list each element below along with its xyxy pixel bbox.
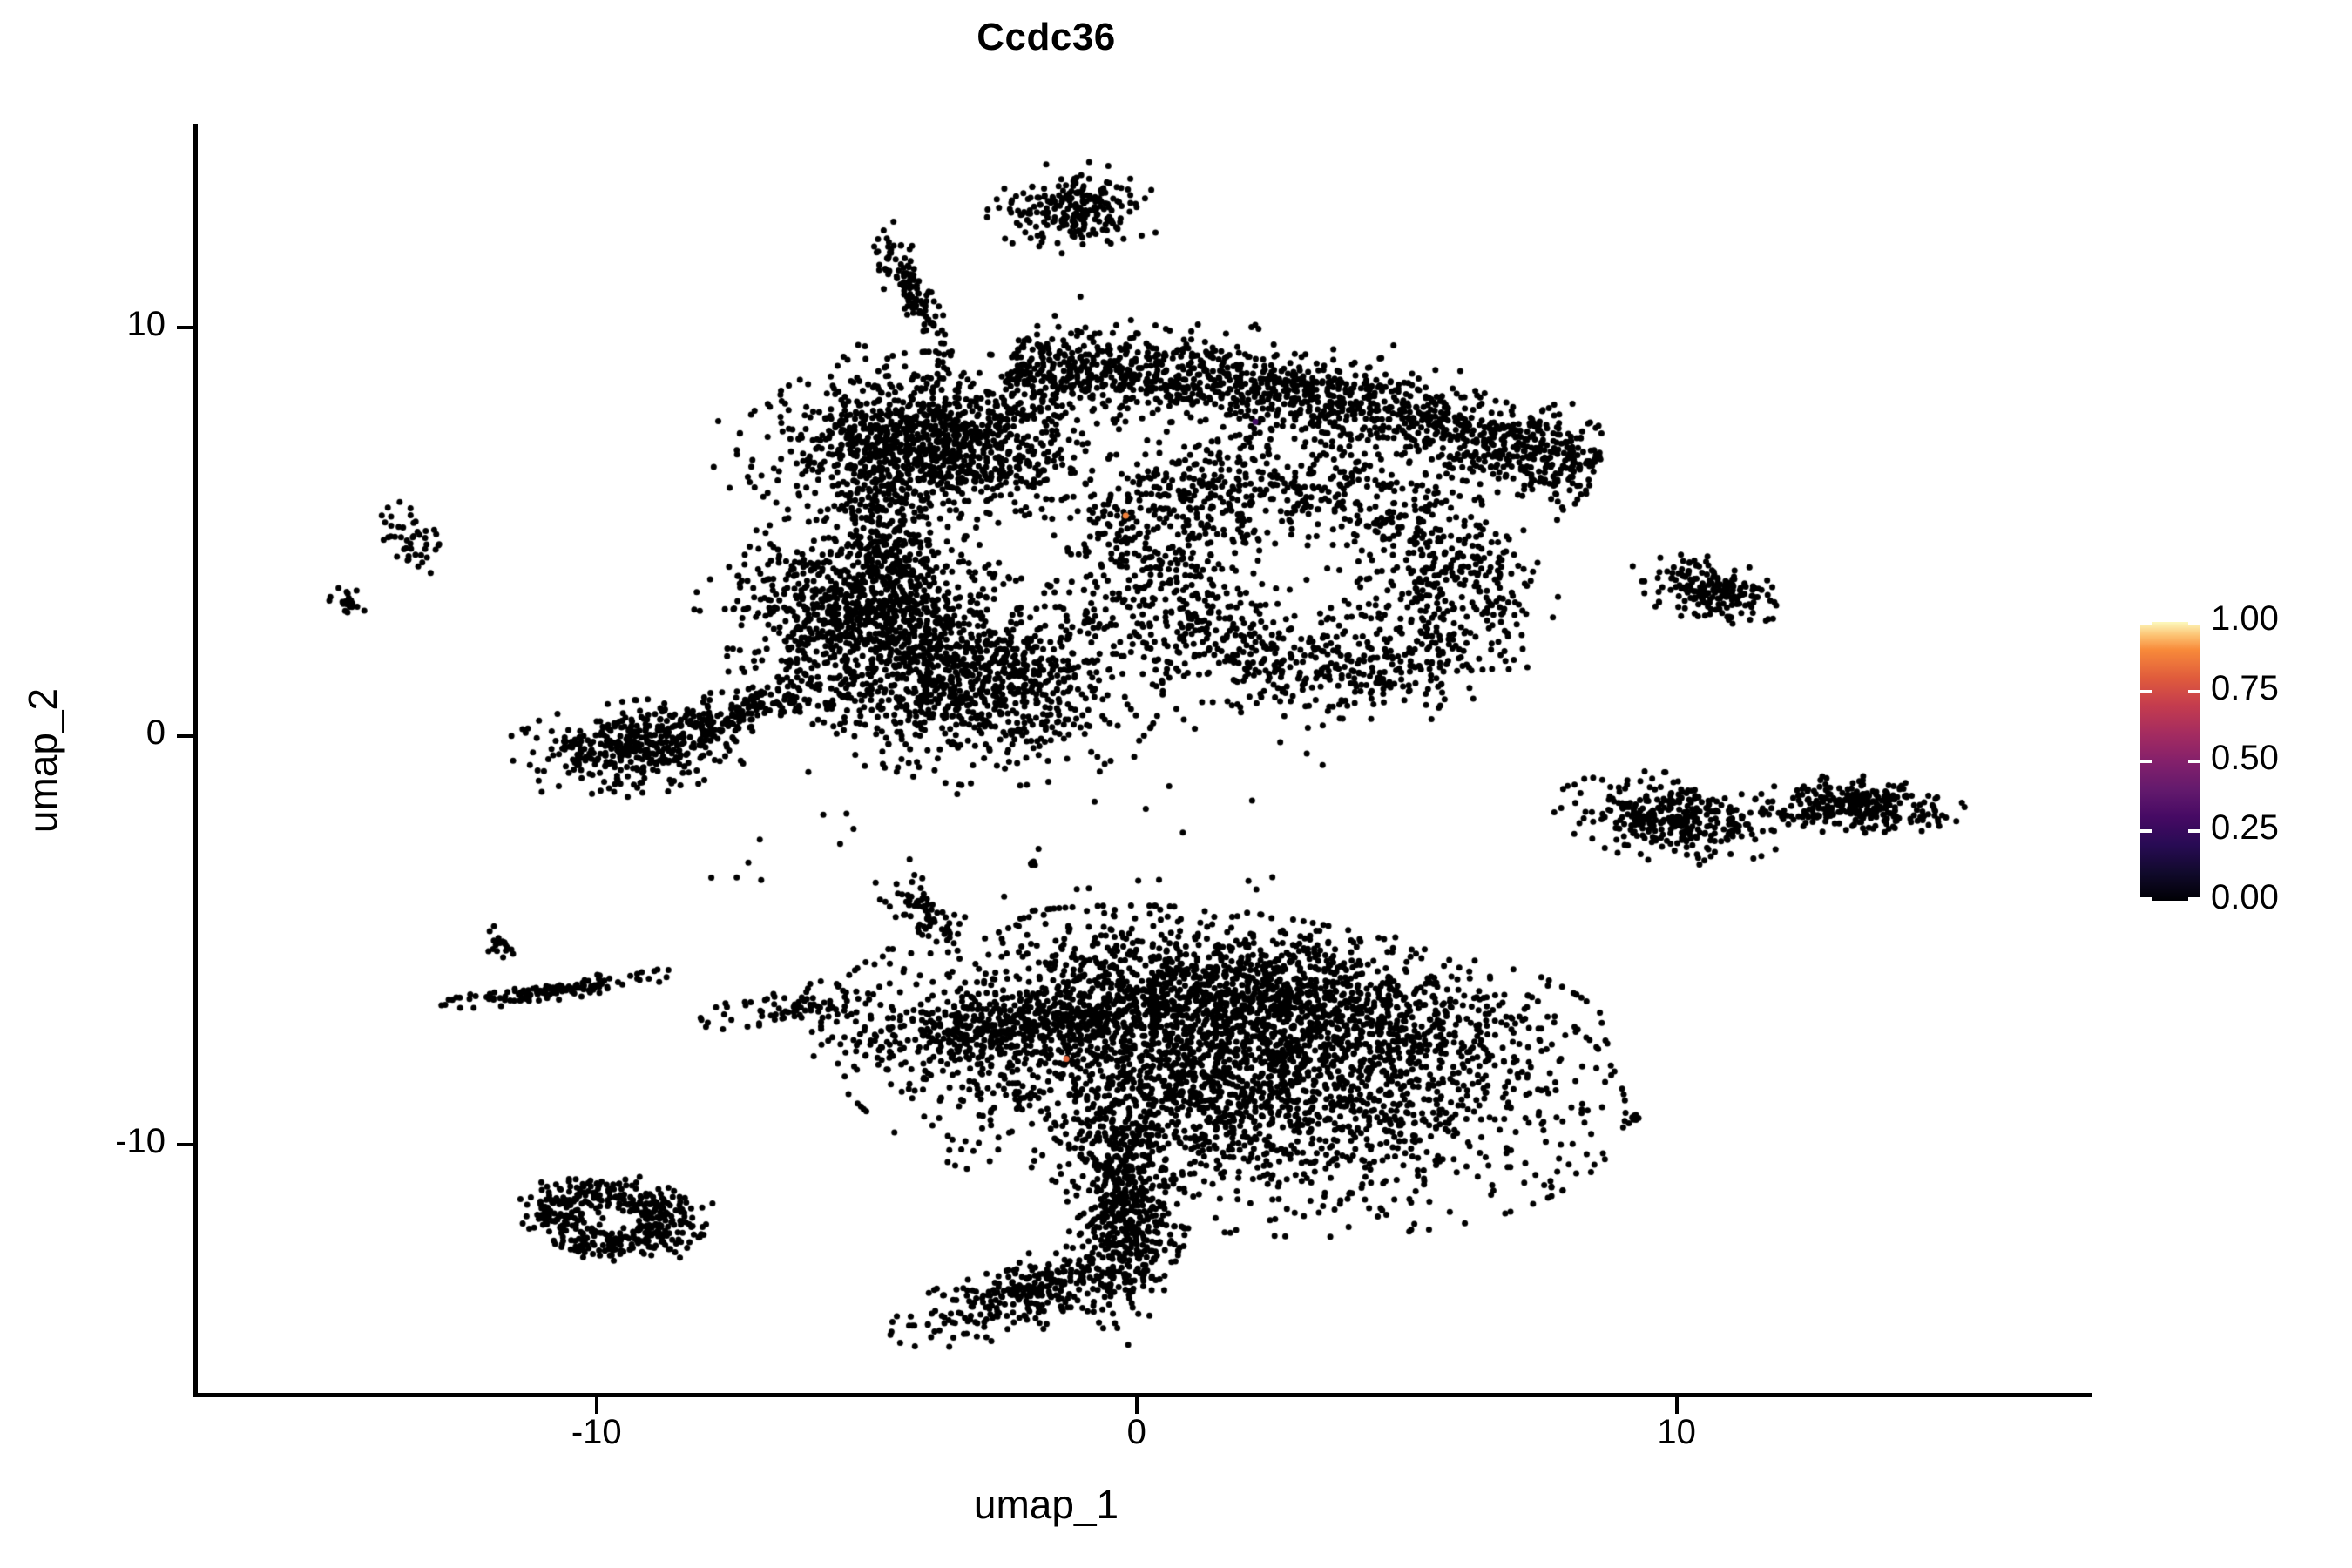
x-tick-label: -10 bbox=[571, 1413, 622, 1451]
colorbar-tick-label: 0.50 bbox=[2211, 739, 2279, 777]
colorbar-tick-mark bbox=[2188, 897, 2200, 901]
colorbar-tick-label: 1.00 bbox=[2211, 599, 2279, 638]
y-axis-title: umap_2 bbox=[20, 687, 65, 834]
colorbar-tick-mark bbox=[2140, 897, 2152, 901]
x-tick-mark bbox=[594, 1397, 598, 1414]
colorbar-tick-mark bbox=[2140, 622, 2152, 625]
x-tick-label: 10 bbox=[1657, 1413, 1696, 1451]
colorbar-tick-mark bbox=[2140, 829, 2152, 833]
y-tick-label: -10 bbox=[115, 1122, 166, 1161]
plot-panel bbox=[197, 124, 2092, 1394]
colorbar-tick-mark bbox=[2188, 829, 2200, 833]
page-title: Ccdc36 bbox=[977, 16, 1116, 58]
y-tick-label: 10 bbox=[126, 305, 166, 344]
colorbar-tick-mark bbox=[2188, 622, 2200, 625]
y-tick-mark bbox=[177, 734, 193, 739]
colorbar-tick-label: 0.75 bbox=[2211, 669, 2279, 707]
y-tick-label: 0 bbox=[145, 713, 166, 753]
scatter-points-canvas bbox=[197, 124, 2092, 1394]
y-axis-line bbox=[193, 124, 198, 1397]
y-tick-mark bbox=[177, 326, 193, 330]
x-axis-title: umap_1 bbox=[973, 1482, 1119, 1527]
colorbar bbox=[2140, 622, 2200, 901]
y-tick-mark bbox=[177, 1143, 193, 1147]
colorbar-tick-label: 0.00 bbox=[2211, 878, 2279, 916]
x-axis-line bbox=[193, 1393, 2092, 1397]
colorbar-tick-mark bbox=[2140, 760, 2152, 763]
colorbar-tick-mark bbox=[2188, 690, 2200, 693]
colorbar-tick-mark bbox=[2188, 760, 2200, 763]
colorbar-tick-label: 0.25 bbox=[2211, 808, 2279, 847]
x-tick-label: 0 bbox=[1126, 1413, 1146, 1451]
x-tick-mark bbox=[1674, 1397, 1679, 1414]
colorbar-tick-mark bbox=[2140, 690, 2152, 693]
x-tick-mark bbox=[1134, 1397, 1139, 1414]
